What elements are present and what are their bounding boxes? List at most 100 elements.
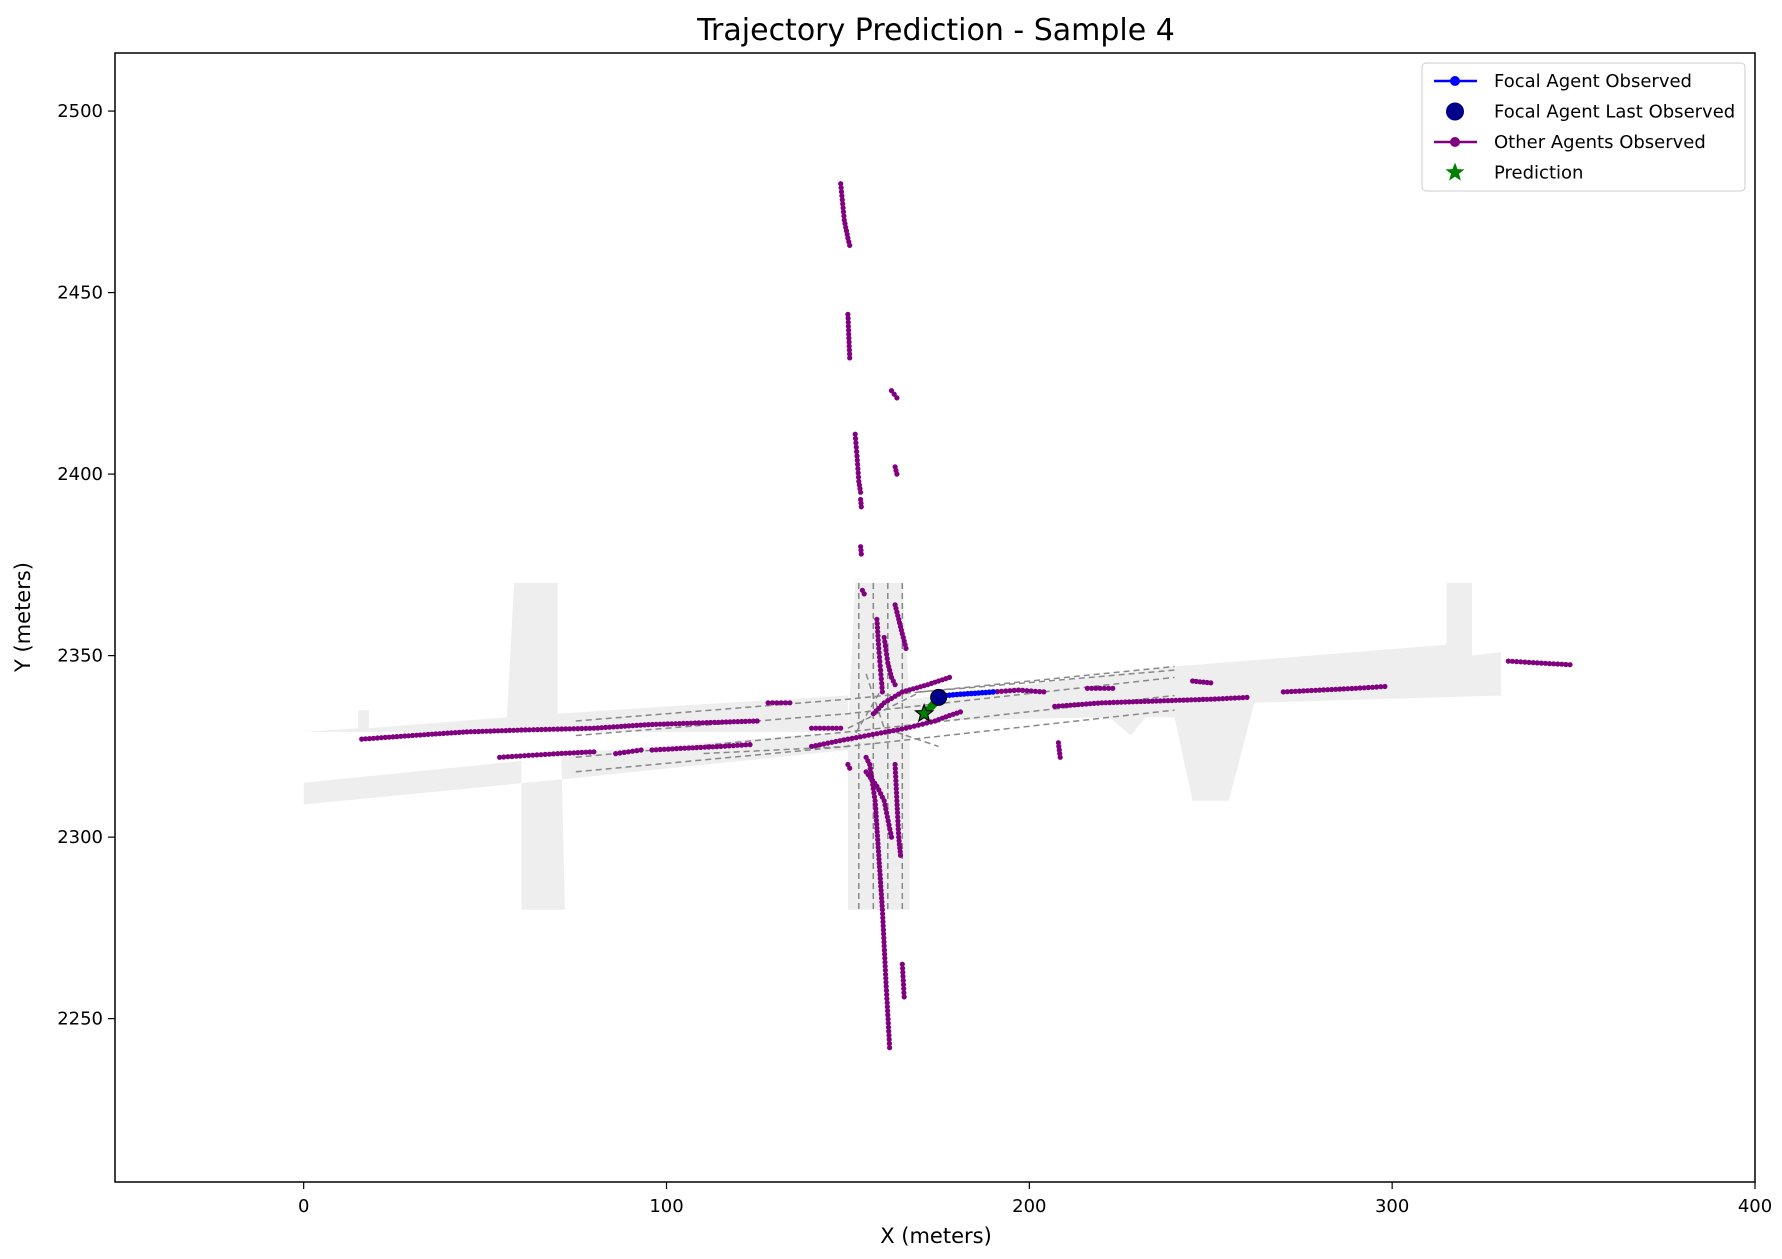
other-agent-point [1032, 688, 1038, 694]
other-agent-point [900, 982, 907, 988]
other-agent-point [657, 721, 663, 727]
legend-star [1445, 162, 1465, 181]
other-agent-point [846, 343, 852, 349]
other-agent-point [877, 868, 883, 874]
other-agent-point [874, 829, 880, 835]
other-agent-point [526, 727, 533, 733]
other-agent-point [874, 833, 881, 839]
other-agent-point [1300, 688, 1307, 694]
other-agent-point [684, 720, 690, 726]
other-agent-point [1161, 698, 1167, 704]
other-agent-point [883, 987, 890, 994]
other-agent-point [1099, 700, 1105, 706]
other-agent-point [873, 806, 879, 812]
other-agent-point [874, 731, 880, 737]
other-agent-point [838, 181, 844, 187]
other-agent-point [583, 749, 589, 755]
other-agent-point [876, 654, 883, 660]
legend-dot [1450, 76, 1460, 86]
other-agent-point [479, 728, 486, 734]
other-agent-point [879, 903, 885, 909]
other-agent-point [852, 431, 858, 437]
other-agent-point [1180, 697, 1187, 703]
other-agent-point [366, 736, 373, 742]
other-agent-point [1007, 688, 1013, 694]
other-agent-point [690, 745, 696, 751]
other-agent-point [1084, 685, 1090, 691]
other-agent-point [893, 782, 899, 788]
other-agent-point [885, 818, 891, 824]
other-agent-point [603, 724, 609, 731]
other-agent-track-18 [870, 674, 953, 717]
other-agent-point [886, 1041, 893, 1047]
other-agent-point [880, 923, 886, 929]
other-agent-point [754, 718, 760, 724]
other-agent-point [847, 351, 853, 357]
other-agent-track-23 [899, 961, 907, 1000]
other-agent-point [874, 825, 880, 831]
other-agent-point [891, 391, 897, 397]
other-agent-point [390, 734, 396, 740]
other-agent-point [1208, 696, 1214, 702]
other-agent-point [998, 688, 1005, 694]
other-agent-point [1244, 694, 1250, 701]
other-agent-point [854, 453, 860, 459]
other-agent-point [875, 844, 881, 851]
other-agent-point [840, 201, 846, 207]
other-agent-point [1067, 702, 1074, 708]
other-agent-point [610, 724, 617, 730]
x-axis-label: X (meters) [880, 1224, 992, 1248]
other-agent-point [534, 752, 540, 758]
y-tick-label: 2450 [57, 283, 103, 304]
focal-last-observed-marker [930, 688, 948, 706]
other-agent-point [875, 629, 881, 635]
other-agent-point [809, 743, 815, 750]
y-axis-label: Y (meters) [11, 562, 35, 673]
other-agent-point [888, 830, 894, 836]
other-agent-point [1538, 660, 1544, 666]
other-agent-point [1095, 700, 1101, 706]
other-agent-point [559, 726, 565, 732]
other-agent-point [1236, 695, 1242, 701]
y-tick-label: 2350 [57, 646, 103, 667]
other-agent-point [715, 719, 721, 725]
other-agent-point [867, 766, 873, 772]
other-agent-point [881, 798, 887, 804]
other-agent-point [855, 461, 861, 467]
other-agent-point [359, 736, 365, 742]
other-agent-point [622, 723, 628, 729]
other-agent-point [657, 746, 663, 753]
other-agent-point [1505, 658, 1511, 664]
other-agent-point [892, 761, 898, 768]
other-agent-point [460, 729, 466, 735]
other-agent-point [706, 744, 712, 750]
other-agent-point [1325, 687, 1331, 693]
other-agent-point [559, 750, 565, 757]
other-agent-point [726, 743, 732, 749]
other-agent-point [538, 726, 545, 733]
other-agent-point [543, 726, 549, 733]
other-agent-point [829, 725, 836, 731]
legend-label: Focal Agent Observed [1494, 71, 1692, 92]
other-agent-point [845, 736, 851, 742]
other-agent-point [881, 634, 887, 641]
other-agent-point [1097, 685, 1103, 691]
other-agent-point [882, 639, 888, 645]
other-agent-point [661, 746, 667, 752]
other-agent-point [673, 746, 680, 752]
other-agent-point [875, 837, 881, 843]
other-agent-point [915, 722, 922, 728]
other-agent-point [846, 339, 852, 345]
other-agent-track-28 [1190, 678, 1214, 686]
other-agent-point [841, 737, 847, 743]
chart-title: Trajectory Prediction - Sample 4 [696, 13, 1175, 48]
other-agent-point [487, 728, 493, 734]
other-agent-point [468, 729, 474, 735]
other-agent-point [873, 813, 879, 820]
other-agent-point [879, 685, 885, 691]
other-agent-point [879, 680, 885, 686]
other-agent-point [501, 754, 507, 760]
other-agent-point [893, 778, 899, 784]
other-agent-point [634, 722, 640, 729]
